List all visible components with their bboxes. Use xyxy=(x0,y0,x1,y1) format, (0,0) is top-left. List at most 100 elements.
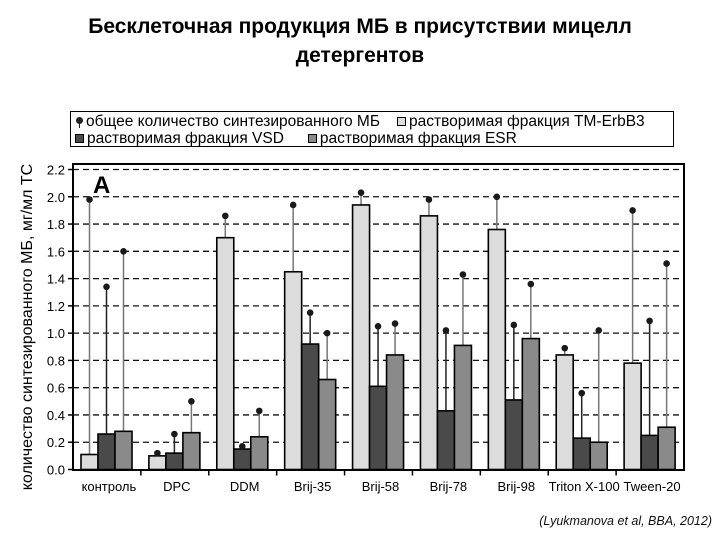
bar xyxy=(249,435,269,471)
x-category-label: DPC xyxy=(163,479,190,494)
x-category-label: Brij-98 xyxy=(497,479,535,494)
light-gray-square-swatch-icon xyxy=(397,117,407,126)
bar xyxy=(640,434,659,471)
total-dot xyxy=(391,320,399,327)
total-dot xyxy=(221,212,229,220)
bar xyxy=(623,362,642,471)
total-dot xyxy=(289,201,297,209)
x-category-label: контроль xyxy=(82,479,137,494)
x-category-label: Tween-20 xyxy=(624,479,681,494)
pin-marker-icon xyxy=(75,116,83,128)
total-dot xyxy=(154,449,161,457)
mid-gray-square-swatch-icon xyxy=(307,134,317,143)
bar xyxy=(80,453,99,471)
panel-letter: A xyxy=(93,172,110,199)
y-tick-label: 0.8 xyxy=(47,353,65,368)
bar xyxy=(148,455,167,471)
bar xyxy=(487,228,507,471)
total-dot xyxy=(578,389,586,397)
slide-title: Бесклеточная продукция МБ в присутствии … xyxy=(0,12,720,70)
legend-item-tm-erbb3: растворимая фракция TM-ErbB3 xyxy=(397,112,645,130)
slide-title-line-2: детергентов xyxy=(295,44,425,67)
legend-label-esr: растворимая фракция ESR xyxy=(319,129,517,147)
bar xyxy=(351,204,371,471)
y-tick-label: 2.0 xyxy=(47,190,65,205)
bar xyxy=(657,426,676,471)
bar xyxy=(317,378,337,471)
x-category-label: Triton X-100 xyxy=(549,479,620,494)
y-tick-label: 1.6 xyxy=(47,244,65,259)
total-dot xyxy=(357,189,365,196)
y-tick-label: 2.2 xyxy=(47,163,65,178)
legend-item-total: общее количество синтезированного МБ xyxy=(75,112,381,130)
y-tick-label: 1.4 xyxy=(47,272,65,287)
total-dot xyxy=(663,260,670,267)
total-dot xyxy=(595,327,603,334)
bar xyxy=(436,410,456,471)
citation: (Lyukmanova et al, BBA, 2012) xyxy=(539,514,712,528)
total-dot xyxy=(306,309,314,316)
bar xyxy=(182,431,201,471)
legend-label-vsd: растворимая фракция VSD xyxy=(87,129,284,147)
bar xyxy=(300,343,320,471)
y-tick-label: 1.0 xyxy=(47,326,65,341)
legend-item-esr: растворимая фракция ESR xyxy=(307,129,517,147)
total-dot xyxy=(120,248,127,255)
bar xyxy=(555,354,575,471)
bars xyxy=(80,189,676,471)
bar xyxy=(165,452,184,471)
x-category-label: DDM xyxy=(230,479,260,494)
bar xyxy=(453,344,473,471)
total-dot xyxy=(561,344,569,352)
total-dot xyxy=(374,323,382,330)
x-axis-categories: контроль DPC DDM Brij-35 Brij-58 Brij-78 Brij-… xyxy=(82,469,681,494)
total-dot xyxy=(323,329,331,337)
total-dot xyxy=(629,207,636,214)
legend-label-tm-erbb3: растворимая фракция TM-ErbB3 xyxy=(409,112,645,130)
bar xyxy=(419,215,439,471)
x-category-label: Brij-78 xyxy=(430,479,468,494)
bar xyxy=(385,354,405,471)
x-category-label: Brij-58 xyxy=(362,479,400,494)
bar xyxy=(589,441,609,471)
bar xyxy=(368,385,388,471)
plot-frame xyxy=(72,163,685,471)
bar xyxy=(521,337,541,471)
bar xyxy=(97,433,116,471)
total-dot xyxy=(646,317,653,325)
total-dot xyxy=(171,430,178,438)
y-tick-label: 1.8 xyxy=(47,217,65,232)
bar xyxy=(232,448,252,471)
y-tick-label: 0.6 xyxy=(47,381,65,396)
y-tick-label: 1.2 xyxy=(47,299,65,314)
total-dot xyxy=(459,271,467,278)
bar xyxy=(283,270,303,471)
legend-row-2: растворимая фракция VSD растворимая фрак… xyxy=(75,130,673,147)
legend-item-vsd: растворимая фракция VSD xyxy=(75,129,284,147)
legend-row-1: общее количество синтезированного МБ рас… xyxy=(75,113,673,130)
bar xyxy=(504,399,524,471)
total-dot xyxy=(510,321,518,329)
total-dot xyxy=(255,407,263,415)
y-axis-ticks: 0.0 0.2 0.4 0.6 0.8 1.0 1.2 1.4 1.6 1.8 2.0 2.2 xyxy=(47,163,73,478)
y-tick-label: 0.2 xyxy=(47,435,65,450)
legend-label-total: общее количество синтезированного МБ xyxy=(86,112,381,130)
chart-legend: общее количество синтезированного МБ рас… xyxy=(70,111,674,147)
y-tick-label: 0.4 xyxy=(47,408,65,423)
total-dot xyxy=(238,443,246,450)
total-dot xyxy=(442,327,450,334)
total-dot xyxy=(103,283,110,291)
total-dot xyxy=(425,196,433,203)
total-dot xyxy=(86,196,93,203)
total-dot xyxy=(527,280,535,288)
bar xyxy=(572,437,592,471)
dark-gray-square-swatch-icon xyxy=(75,134,84,143)
y-tick-label: 0.0 xyxy=(47,463,65,478)
slide-title-line-1: Бесклеточная продукция МБ в присутствии … xyxy=(88,15,632,38)
total-dot xyxy=(493,193,501,201)
bar xyxy=(215,236,235,471)
x-category-label: Brij-35 xyxy=(294,479,332,494)
bar xyxy=(114,430,133,471)
total-dot xyxy=(188,398,195,405)
